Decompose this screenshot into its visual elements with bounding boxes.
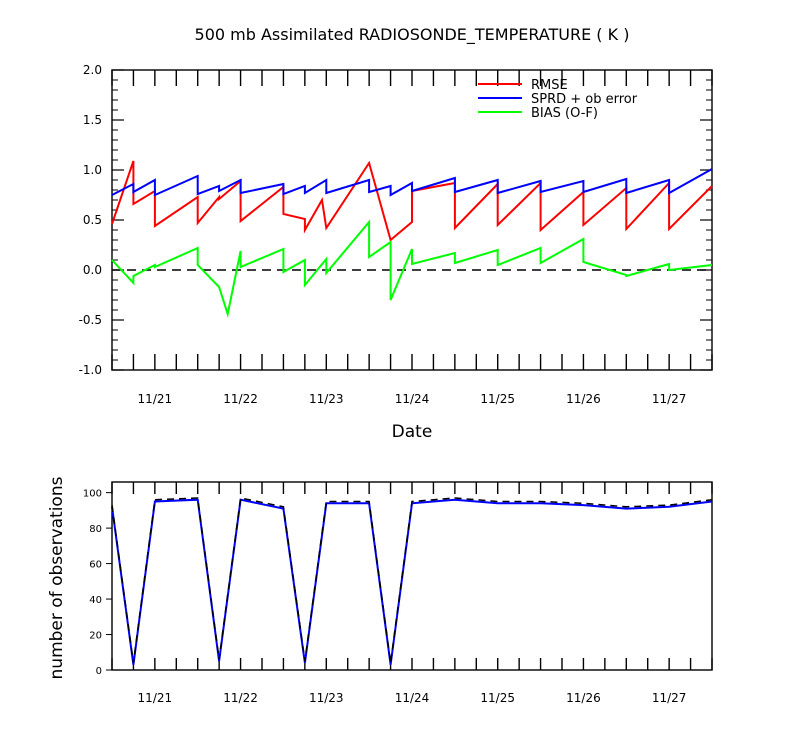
series-line-rmse [111,160,713,242]
top-x-tick-label: 11/24 [395,392,430,406]
top-x-tick-label: 11/25 [480,392,515,406]
bottom-x-tick-label: 11/25 [480,691,515,705]
bottom-x-tick-label: 11/24 [395,691,430,705]
top-x-tick-label: 11/26 [566,392,601,406]
series-line-total-observations [111,497,713,664]
top-y-tick-label: 0.0 [83,263,102,277]
top-x-tick-label: 11/22 [223,392,258,406]
top-y-tick-label: 1.5 [83,113,102,127]
top-plot: 11/21 11/22 11/23 11/24 11/25 11/26 11/27 -1.0 -… [79,63,713,406]
bottom-y-tick-label: 60 [89,560,102,571]
chart-title: 500 mb Assimilated RADIOSONDE_TEMPERATUR… [195,25,630,45]
bottom-y-tick-label: 20 [89,631,102,642]
legend-bias-label: BIAS (O-F) [531,106,598,121]
bottom-y-tick-label: 40 [89,595,102,606]
bottom-y-tick-label: 0 [96,666,102,677]
bottom-y-tick-label: 80 [89,524,102,535]
series-line-sprd-ob-error [111,168,713,197]
x-axis-title: Date [392,422,433,442]
bottom-x-tick-label: 11/22 [223,691,258,705]
legend-sprd-label: SPRD + ob error [531,92,638,107]
top-x-tick-label: 11/21 [138,392,173,406]
top-x-tick-label: 11/23 [309,392,344,406]
top-y-tick-label: 1.0 [83,163,102,177]
legend: RMSE SPRD + ob error BIAS (O-F) [478,78,638,121]
top-y-tick-label: 2.0 [83,63,102,77]
bottom-x-tick-label: 11/27 [652,691,687,705]
bottom-y-tick-label: 100 [83,489,102,500]
bottom-x-tick-label: 11/26 [566,691,601,705]
y-axis-title-observations: number of observations [47,476,67,679]
legend-rmse-label: RMSE [531,78,568,93]
bottom-x-tick-label: 11/21 [138,691,173,705]
top-x-tick-label: 11/27 [652,392,687,406]
top-y-tick-label: -1.0 [79,363,102,377]
bottom-plot: 11/21 11/22 11/23 11/24 11/25 11/26 11/27 0 20 40… [83,481,713,705]
top-y-tick-label: 0.5 [83,213,102,227]
series-line-bias-o-f [111,219,713,318]
series-line-assimilated-observations [111,498,713,665]
bottom-x-tick-label: 11/23 [309,691,344,705]
top-y-tick-label: -0.5 [79,313,102,327]
